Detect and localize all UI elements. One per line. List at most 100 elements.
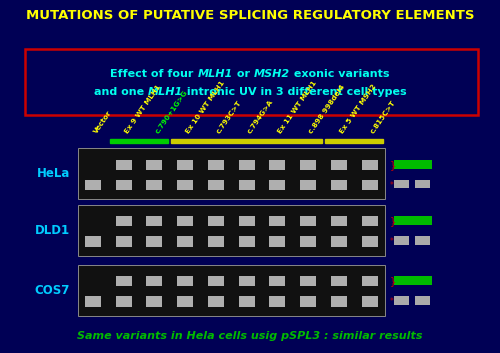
Bar [208,297,224,307]
Text: and one: and one [94,88,148,97]
Bar [270,276,285,286]
Bar [110,139,168,143]
Text: MLH1: MLH1 [148,88,183,97]
Bar [238,216,254,226]
Bar [177,276,193,286]
Bar [362,216,378,226]
Bar [394,297,409,305]
Bar [394,180,409,188]
Text: }: } [390,216,396,226]
Text: Same variants in Hela cells usig pSPL3 : similar results: Same variants in Hela cells usig pSPL3 :… [77,331,423,341]
Bar [78,265,385,316]
Bar [85,237,101,247]
Bar [238,160,254,170]
Text: COS7: COS7 [34,284,70,297]
Bar [177,297,193,307]
Bar [78,148,385,199]
Bar [172,139,322,143]
Text: Vector: Vector [93,109,113,134]
Bar [270,237,285,247]
Text: Ex 11 WT MLH1: Ex 11 WT MLH1 [278,79,318,134]
Text: Effect of four: Effect of four [110,69,198,79]
Bar [415,297,430,305]
Bar [146,180,162,190]
Text: *: * [390,181,394,190]
Bar [362,276,378,286]
Bar [208,216,224,226]
Bar [116,160,132,170]
Bar [300,180,316,190]
Bar [270,160,285,170]
Text: c.898 998del4: c.898 998del4 [308,83,346,134]
Bar [331,180,347,190]
Bar [177,180,193,190]
Bar [331,216,347,226]
Bar [208,160,224,170]
Bar [177,237,193,247]
Bar [116,276,132,286]
FancyBboxPatch shape [25,49,477,115]
Bar [270,180,285,190]
Text: Ex 10 WT MLH1: Ex 10 WT MLH1 [185,79,226,134]
Bar [362,160,378,170]
Bar [238,276,254,286]
Bar [146,297,162,307]
Bar [331,160,347,170]
Bar [270,216,285,226]
Text: c.790+1G>G: c.790+1G>G [154,89,189,134]
Text: }: } [390,276,396,286]
Text: c.794G>A: c.794G>A [246,98,274,134]
Bar [300,216,316,226]
Text: c.793C>T: c.793C>T [216,99,243,134]
Text: MSH2: MSH2 [254,69,290,79]
Bar [116,216,132,226]
Bar [78,205,385,256]
Bar [85,297,101,307]
Bar [325,139,384,143]
Bar [362,237,378,247]
Bar [300,297,316,307]
Text: DLD1: DLD1 [35,224,70,237]
Bar [331,297,347,307]
Bar [300,276,316,286]
Bar [394,160,432,169]
Text: *: * [390,297,394,306]
Bar [238,297,254,307]
Bar [300,160,316,170]
Bar [146,237,162,247]
Text: or: or [233,69,254,79]
Bar [146,276,162,286]
Bar [331,276,347,286]
Bar [116,180,132,190]
Bar [116,297,132,307]
Bar [208,180,224,190]
Text: *: * [390,237,394,246]
Text: c.815C>T: c.815C>T [370,99,397,134]
Text: MLH1: MLH1 [198,69,233,79]
Text: Ex 9 WT MLH1: Ex 9 WT MLH1 [124,83,162,134]
Bar [238,180,254,190]
Bar [394,216,432,225]
Bar [238,237,254,247]
Bar [177,160,193,170]
Text: }: } [390,160,396,170]
Bar [146,216,162,226]
Bar [300,237,316,247]
Text: MUTATIONS OF PUTATIVE SPLICING REGULATORY ELEMENTS: MUTATIONS OF PUTATIVE SPLICING REGULATOR… [26,9,474,22]
Bar [415,180,430,188]
Text: intronic UV in 3 different cell types: intronic UV in 3 different cell types [183,88,406,97]
Bar [177,216,193,226]
Text: exonic variants: exonic variants [290,69,390,79]
Bar [146,160,162,170]
Bar [208,276,224,286]
Bar [362,180,378,190]
Text: HeLa: HeLa [36,167,70,180]
Bar [394,276,432,285]
Bar [394,237,409,245]
Bar [331,237,347,247]
Bar [362,297,378,307]
Bar [116,237,132,247]
Bar [270,297,285,307]
Bar [415,237,430,245]
Bar [85,180,101,190]
